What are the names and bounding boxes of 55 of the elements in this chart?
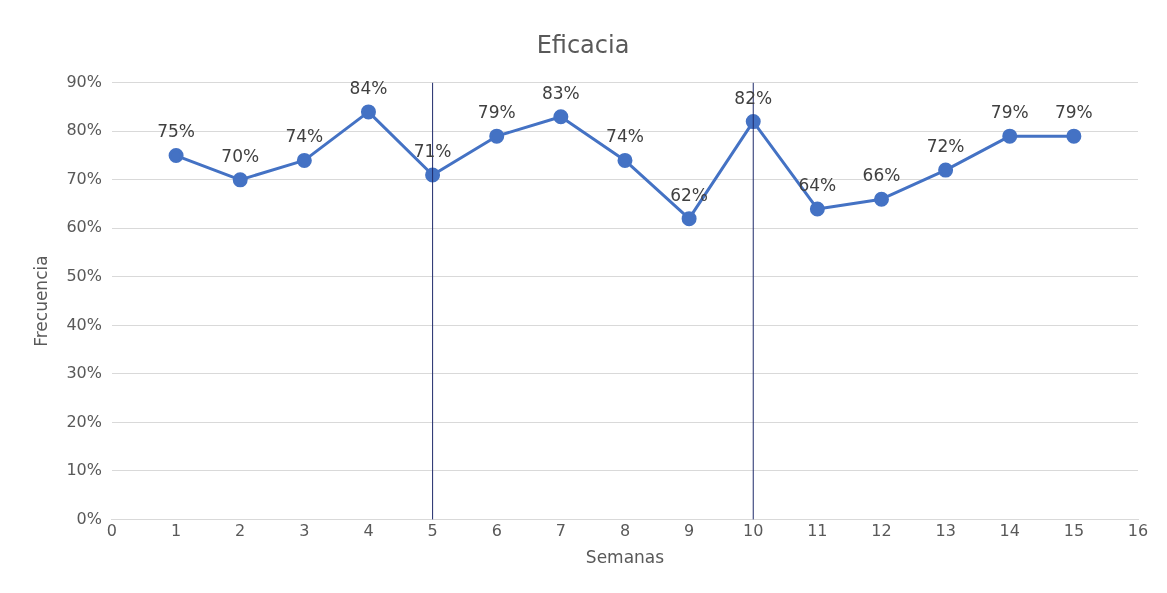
y-tick-label: 60% — [66, 217, 102, 237]
data-label: 84% — [349, 77, 388, 98]
y-axis-title: Frecuencia — [30, 255, 51, 347]
data-label: 79% — [990, 102, 1029, 123]
point — [553, 109, 569, 125]
point — [296, 152, 312, 168]
y-tick-label: 10% — [66, 460, 102, 480]
point — [681, 211, 697, 227]
x-tick-label: 5 — [427, 521, 438, 541]
x-tick-label: 2 — [235, 521, 246, 541]
data-label: 83% — [541, 82, 580, 103]
x-tick-label: 16 — [1127, 521, 1149, 541]
x-tick-label: 8 — [619, 521, 631, 541]
point — [1066, 128, 1082, 144]
x-tick-label: 4 — [363, 521, 374, 541]
x-tick-label: 15 — [1063, 521, 1085, 541]
data-label: 66% — [862, 165, 901, 186]
y-tick-label: 70% — [66, 168, 102, 188]
y-tick-label: 0% — [76, 508, 102, 528]
y-tick-label: 20% — [66, 411, 102, 431]
point — [617, 152, 633, 168]
x-tick-label: 1 — [171, 521, 182, 541]
data-label: 64% — [798, 174, 837, 195]
x-tick-label: 11 — [807, 521, 828, 541]
point — [489, 128, 505, 144]
point — [938, 162, 954, 178]
y-tick-label: 40% — [66, 314, 102, 334]
point — [232, 172, 248, 188]
y-tick-label: 90% — [66, 71, 102, 91]
data-label: 72% — [926, 136, 965, 157]
point — [168, 148, 184, 164]
y-tick-label: 80% — [66, 120, 102, 140]
chart-title: Eficacia — [536, 30, 630, 59]
x-axis-title: Semanas — [585, 547, 665, 568]
x-tick-label: 6 — [491, 521, 502, 541]
x-tick-label: 10 — [743, 521, 764, 541]
data-label: 75% — [157, 121, 195, 142]
x-tick-label: 13 — [935, 521, 956, 541]
data-label: 74% — [285, 126, 324, 147]
point — [1002, 128, 1018, 144]
y-tick-label: 50% — [66, 266, 102, 285]
y-tick-label: 30% — [66, 363, 102, 383]
x-tick-label: 7 — [555, 521, 566, 541]
data-label: 70% — [221, 145, 260, 166]
x-tick-label: 0 — [106, 521, 118, 541]
x-tick-label: 9 — [684, 521, 695, 541]
x-tick-label: 3 — [299, 521, 310, 541]
x-tick-label: 12 — [871, 521, 892, 541]
point — [809, 201, 825, 217]
x-tick-label: 14 — [999, 521, 1020, 541]
point — [360, 104, 376, 120]
data-label: 79% — [477, 102, 516, 123]
data-label: 74% — [606, 126, 644, 147]
point — [873, 191, 889, 207]
data-label: 79% — [1054, 102, 1093, 123]
